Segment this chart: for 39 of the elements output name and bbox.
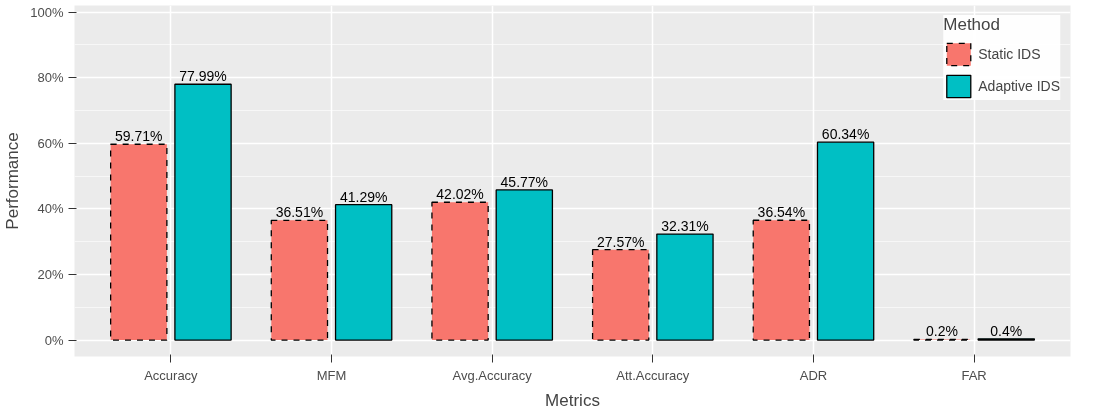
- y-tick-label: 20%: [37, 266, 64, 282]
- y-tick-label: 80%: [37, 70, 64, 86]
- data-label: 32.31%: [661, 218, 709, 235]
- y-tick-label: 60%: [37, 135, 64, 151]
- y-tick-label: 100%: [30, 4, 64, 20]
- data-label: 77.99%: [179, 68, 227, 85]
- bar: [110, 143, 168, 341]
- legend-title: Method: [943, 15, 1001, 35]
- x-tick-label: ADR: [799, 367, 828, 383]
- bar: [495, 189, 554, 341]
- data-label: 59.71%: [115, 128, 163, 145]
- x-tick-label: FAR: [961, 367, 987, 383]
- x-tick-label: Accuracy: [144, 367, 199, 383]
- bar: [752, 219, 811, 341]
- bar: [174, 83, 232, 341]
- data-label: 36.51%: [275, 204, 324, 221]
- data-label: 0.2%: [926, 323, 958, 340]
- x-tick-label: MFM: [316, 367, 347, 383]
- data-label: 41.29%: [339, 188, 388, 205]
- data-label: 60.34%: [821, 126, 870, 143]
- x-axis-title: Metrics: [545, 390, 600, 410]
- bar: [816, 141, 875, 341]
- bar: [656, 233, 714, 341]
- x-tick-label: Att.Accuracy: [616, 367, 690, 383]
- data-label: 45.77%: [500, 173, 549, 190]
- data-label: 42.02%: [436, 186, 484, 203]
- bar: [591, 249, 650, 341]
- data-label: 36.54%: [757, 204, 806, 221]
- data-label: 0.4%: [990, 322, 1023, 339]
- data-label: 27.57%: [596, 233, 645, 250]
- y-axis-title: Performance: [3, 132, 23, 230]
- legend-label: Adaptive IDS: [978, 78, 1060, 94]
- bar: [270, 219, 329, 341]
- legend-label: Static IDS: [978, 46, 1041, 62]
- y-tick-label: 40%: [37, 201, 64, 217]
- y-tick-label: 0%: [44, 332, 64, 348]
- bar: [431, 201, 489, 341]
- bar: [334, 204, 393, 341]
- x-tick-label: Avg.Accuracy: [452, 367, 533, 383]
